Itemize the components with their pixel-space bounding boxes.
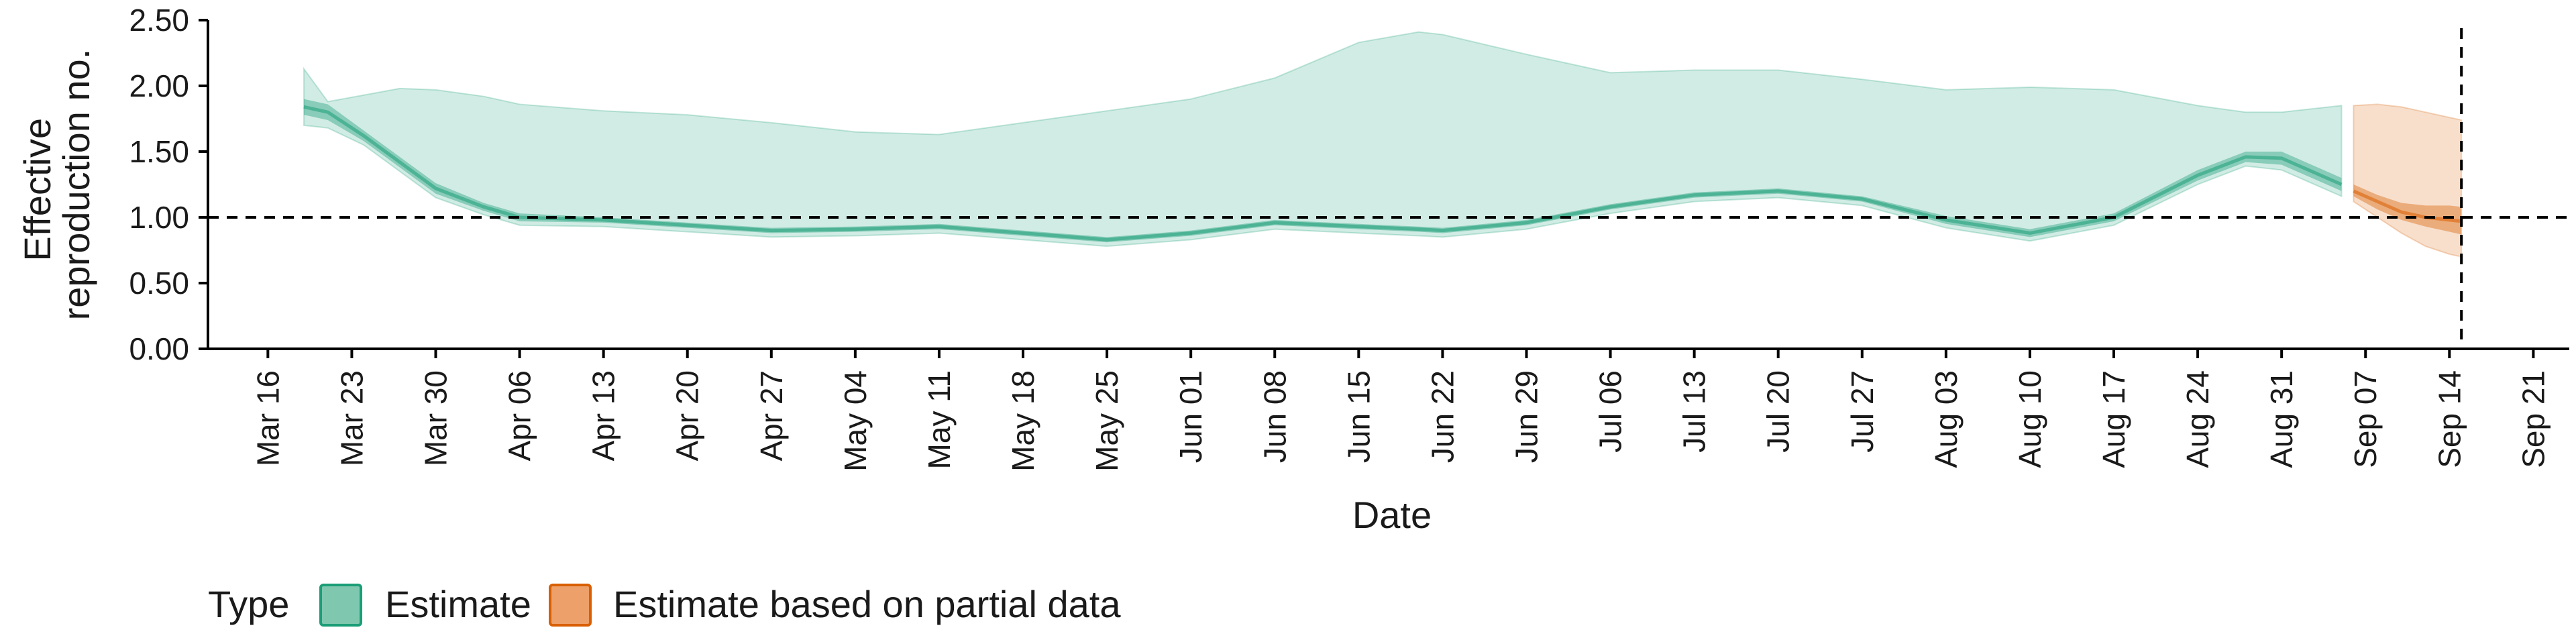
y-tick-label: 0.50 <box>129 266 189 301</box>
x-tick-label: Sep 07 <box>2348 370 2383 468</box>
x-tick-label: May 04 <box>838 370 873 472</box>
x-tick-label: Jul 06 <box>1593 370 1628 453</box>
y-tick-label: 2.00 <box>129 68 189 103</box>
x-tick-label: Mar 23 <box>334 370 369 466</box>
x-tick-label: Aug 24 <box>2180 370 2215 468</box>
x-tick-label: Mar 16 <box>250 370 285 466</box>
legend-label-estimate: Estimate <box>385 583 531 625</box>
band-50-partial-estimate <box>2353 184 2462 235</box>
legend-key-estimate <box>319 584 362 627</box>
x-tick-label: Jun 22 <box>1425 370 1460 463</box>
legend-label-partial-estimate: Estimate based on partial data <box>613 583 1121 625</box>
band-90-estimate <box>303 31 2343 248</box>
reference-lines <box>208 28 2569 349</box>
legend-title: Type <box>208 583 289 625</box>
chart-axes: 0.00 0.50 1.00 1.50 2.00 2.50 Mar 16 Mar 23 Mar … <box>129 3 2569 472</box>
x-tick-label: Mar 30 <box>418 370 453 466</box>
x-tick-label: Jul 13 <box>1677 370 1712 453</box>
x-tick-label: May 25 <box>1089 370 1124 472</box>
y-axis-title: Effective reproduction no. <box>16 49 97 321</box>
x-axis-title: Date <box>1352 494 1432 536</box>
legend-key-partial-estimate <box>549 584 592 627</box>
x-tick-label: Apr 20 <box>670 370 705 462</box>
median-line-estimate <box>303 105 2343 241</box>
x-tick-label: Jun 15 <box>1341 370 1376 463</box>
x-tick-label: Sep 21 <box>2516 370 2551 468</box>
chart-bands <box>303 31 2463 258</box>
x-tick-label: Jul 20 <box>1761 370 1796 453</box>
x-tick-label: Aug 10 <box>2012 370 2047 468</box>
x-tick-label: May 11 <box>922 370 957 469</box>
x-tick-label: Aug 03 <box>1929 370 1964 468</box>
y-tick-label: 1.50 <box>129 134 189 169</box>
x-tick-label: Jun 29 <box>1509 370 1544 463</box>
x-tick-label: Jun 08 <box>1257 370 1292 463</box>
chart-lines <box>303 105 2462 241</box>
band-90-partial-estimate <box>2353 103 2463 258</box>
x-tick-label: Aug 17 <box>2096 370 2131 468</box>
x-tick-label: Apr 06 <box>502 370 537 462</box>
y-axis-title-line-2: reproduction no. <box>55 49 97 321</box>
y-axis-title-line-1: Effective <box>16 118 58 262</box>
x-tick-label: Aug 31 <box>2264 370 2299 468</box>
x-tick-label: Jul 27 <box>1845 370 1880 453</box>
x-tick-label: May 18 <box>1006 370 1040 472</box>
x-tick-label: Apr 13 <box>586 370 621 462</box>
median-line-partial-estimate <box>2353 189 2462 223</box>
y-tick-label: 1.00 <box>129 200 189 235</box>
x-tick-label: Jun 01 <box>1173 370 1208 463</box>
y-tick-label: 2.50 <box>129 3 189 38</box>
y-tick-label: 0.00 <box>129 331 189 366</box>
x-tick-label: Sep 14 <box>2432 370 2467 468</box>
x-tick-label: Apr 27 <box>754 370 789 462</box>
legend: Type Estimate Estimate based on partial … <box>208 583 1121 627</box>
